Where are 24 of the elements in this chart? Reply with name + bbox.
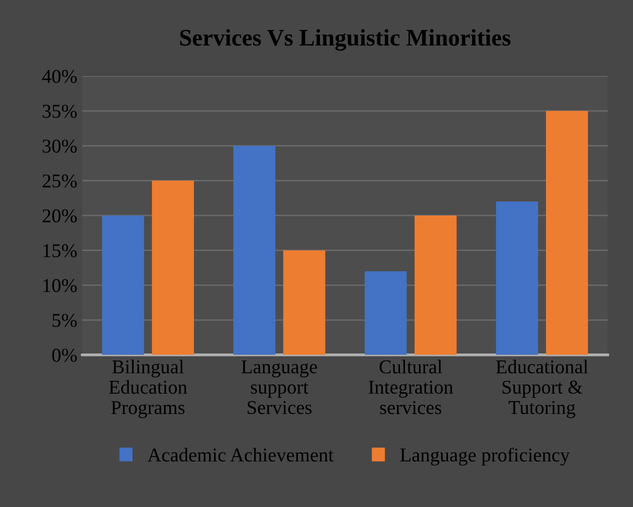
bar (364, 271, 407, 355)
bar (496, 202, 538, 355)
x-tick-label: Cultural Integration services (368, 360, 454, 414)
bar (152, 180, 194, 355)
bar (233, 146, 276, 355)
bar (283, 250, 326, 355)
x-tick-label: Educational Support & Tutoring (496, 360, 588, 418)
chart-title: Services Vs Linguistic Minorities (180, 29, 510, 51)
y-tick-label: 30% (42, 140, 77, 153)
y-tick-label: 5% (52, 314, 77, 328)
y-tick-label: 0% (52, 348, 77, 362)
bar (102, 215, 144, 355)
x-tick-label: Bilingual Education Programs (109, 360, 188, 418)
y-tick-label: 10% (44, 279, 77, 292)
y-tick-label: 25% (42, 174, 77, 188)
y-tick-label: 15% (44, 244, 77, 258)
legend-label: Language proficiency (400, 448, 570, 466)
y-tick-label: 20% (42, 209, 77, 222)
x-tick-label: Language support Services (242, 360, 317, 414)
bar (546, 110, 588, 355)
y-tick-label: 35% (42, 104, 77, 118)
legend-label: Academic Achievement (148, 448, 334, 462)
bar (414, 215, 457, 355)
y-tick-label: 40% (42, 70, 77, 84)
